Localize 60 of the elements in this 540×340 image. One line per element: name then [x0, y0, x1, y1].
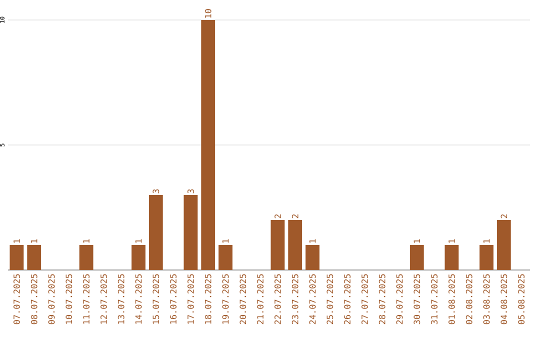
bar: [306, 245, 320, 270]
x-tick-label: 07.07.2025: [13, 274, 20, 324]
x-tick-label: 08.07.2025: [30, 274, 38, 324]
x-tick-label: 23.07.2025: [292, 274, 298, 324]
bar: [184, 195, 198, 270]
x-tick-label: 13.07.2025: [118, 274, 124, 324]
data-label: 1: [31, 239, 38, 243]
x-tick-label: 31.07.2025: [431, 274, 438, 324]
x-tick-label: 26.07.2025: [344, 274, 351, 324]
data-label: 3: [187, 189, 194, 194]
bar: [288, 220, 302, 270]
bar: [10, 245, 24, 270]
bar: [496, 220, 511, 270]
bar: [148, 195, 163, 270]
x-tick-label: 05.08.2025: [518, 274, 525, 324]
bar: [410, 245, 424, 270]
x-tick-label: 20.07.2025: [240, 274, 246, 324]
x-tick-label: 30.07.2025: [414, 274, 420, 324]
x-tick-label: 25.07.2025: [326, 274, 334, 324]
data-label: 10: [204, 9, 212, 18]
x-tick-label: 04.08.2025: [500, 274, 508, 324]
x-tick-label: 19.07.2025: [222, 274, 229, 324]
x-tick-label: 03.08.2025: [483, 274, 490, 324]
data-label: 2: [292, 214, 298, 218]
data-label: 1: [222, 239, 229, 243]
bar: [201, 20, 216, 270]
x-tick-label: 17.07.2025: [187, 274, 194, 324]
x-tick-label: 28.07.2025: [378, 274, 386, 324]
x-tick-label: 29.07.2025: [396, 274, 403, 324]
x-tick-label: 12.07.2025: [100, 274, 107, 324]
data-label: 3: [152, 189, 160, 194]
data-label: 1: [309, 239, 316, 243]
x-tick-label: 21.07.2025: [257, 274, 264, 324]
bar: [79, 245, 94, 270]
bar: [270, 220, 285, 270]
x-tick-label: 24.07.2025: [309, 274, 316, 324]
data-label: 1: [414, 239, 420, 243]
data-label: 2: [500, 214, 508, 218]
bar: [444, 245, 459, 270]
data-label: 1: [448, 239, 455, 243]
data-label: 1: [135, 239, 142, 243]
data-label: 1: [483, 239, 490, 243]
x-tick-label: 16.07.2025: [170, 274, 177, 324]
x-tick-label: 10.07.2025: [66, 274, 72, 324]
x-tick-label: 02.08.2025: [466, 274, 472, 324]
x-tick-label: 11.07.2025: [83, 274, 90, 324]
x-tick-label: 22.07.2025: [274, 274, 281, 324]
x-tick-label: 14.07.2025: [135, 274, 142, 324]
data-label: 1: [83, 239, 90, 243]
bar: [480, 245, 494, 270]
data-label: 2: [274, 214, 281, 218]
bar: [27, 245, 42, 270]
x-tick-label: 09.07.2025: [48, 274, 55, 324]
bar: [132, 245, 146, 270]
bar: [218, 245, 232, 270]
x-tick-label: 15.07.2025: [152, 274, 160, 324]
x-tick-label: 18.07.2025: [204, 274, 212, 324]
data-label: 1: [14, 239, 20, 243]
x-tick-label: 27.07.2025: [361, 274, 368, 324]
x-tick-label: 01.08.2025: [448, 274, 455, 324]
